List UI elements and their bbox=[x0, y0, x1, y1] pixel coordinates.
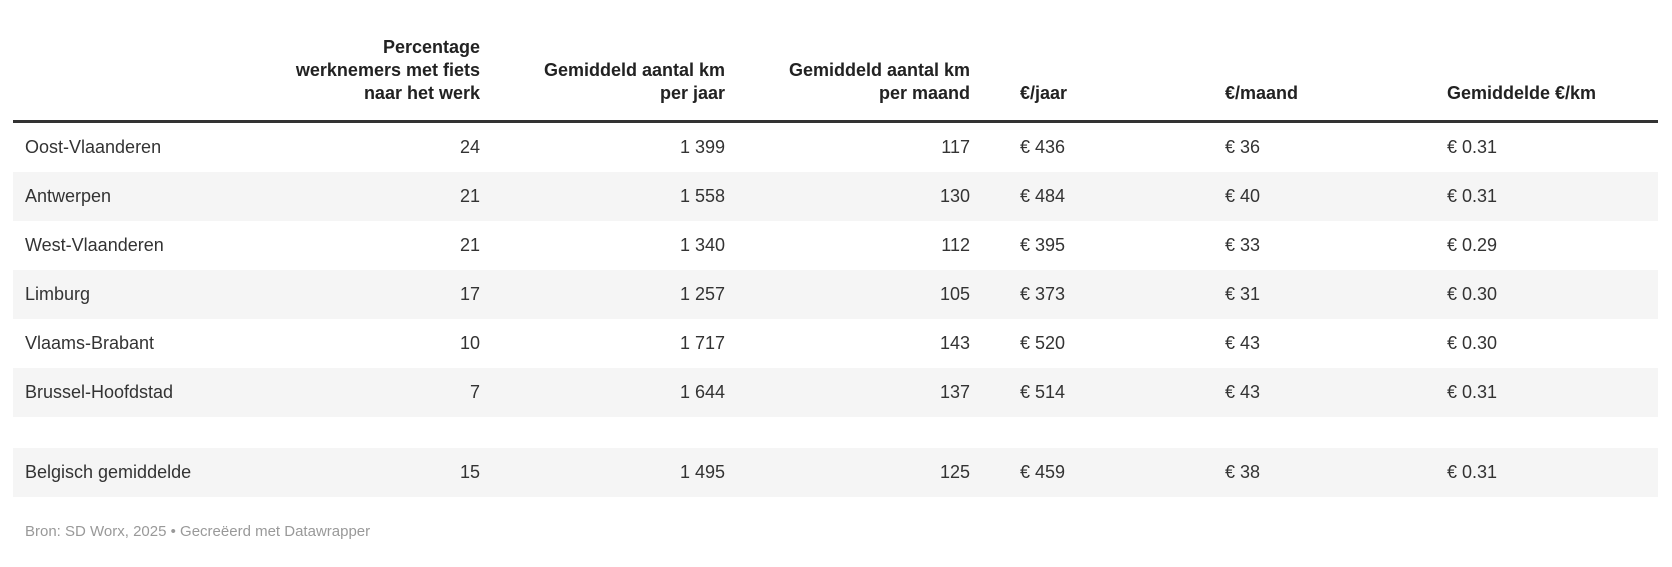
value-cell: € 520 bbox=[1020, 333, 1066, 353]
column-header-euro-per-maand: €/maand bbox=[1215, 0, 1437, 123]
spacer-row bbox=[13, 417, 1658, 448]
table-row: Antwerpen 21 1 558 130 € 484 € 40 € 0.31 bbox=[13, 172, 1658, 221]
row-label-cell: Belgisch gemiddelde bbox=[25, 462, 192, 482]
column-header-km-per-jaar: Gemiddeld aantal km per jaar bbox=[490, 0, 735, 123]
value-cell: € 395 bbox=[1020, 235, 1066, 255]
table-header: Percentage werknemers met fiets naar het… bbox=[13, 0, 1658, 123]
row-label-cell: Oost-Vlaanderen bbox=[25, 137, 162, 157]
value-cell: € 40 bbox=[1225, 186, 1261, 206]
value-cell bbox=[263, 417, 490, 448]
column-header-region bbox=[13, 0, 263, 123]
table-row: Limburg 17 1 257 105 € 373 € 31 € 0.30 bbox=[13, 270, 1658, 319]
table-row: Brussel-Hoofdstad 7 1 644 137 € 514 € 43 € 0.3… bbox=[13, 368, 1658, 417]
row-label-cell bbox=[13, 417, 263, 448]
datawrapper-credit-link[interactable]: Gecreëerd met Datawrapper bbox=[180, 523, 371, 540]
value-cell bbox=[1437, 417, 1658, 448]
column-header-euro-per-jaar: €/jaar bbox=[980, 0, 1215, 123]
value-cell: 7 bbox=[469, 382, 480, 402]
value-cell: € 459 bbox=[1020, 462, 1066, 482]
header-row: Percentage werknemers met fiets naar het… bbox=[13, 0, 1658, 123]
value-cell: 112 bbox=[941, 235, 970, 255]
row-label-cell: Brussel-Hoofdstad bbox=[25, 382, 174, 402]
statistics-table: Percentage werknemers met fiets naar het… bbox=[13, 0, 1658, 497]
table-row: Oost-Vlaanderen 24 1 399 117 € 436 € 36 € 0.31 bbox=[13, 122, 1658, 173]
value-cell bbox=[980, 417, 1215, 448]
value-cell bbox=[490, 417, 735, 448]
column-header-gemiddelde-euro-per-km: Gemiddelde €/km bbox=[1437, 0, 1658, 123]
column-header-percentage-fiets: Percentage werknemers met fiets naar het… bbox=[263, 0, 490, 123]
row-label-cell: Vlaams-Brabant bbox=[25, 333, 155, 353]
value-cell: 117 bbox=[941, 137, 970, 157]
value-cell: € 0.31 bbox=[1447, 382, 1498, 402]
value-cell: € 373 bbox=[1020, 284, 1066, 304]
value-cell: € 514 bbox=[1020, 382, 1066, 402]
value-cell: 125 bbox=[939, 462, 970, 482]
row-label-cell: Antwerpen bbox=[25, 186, 112, 206]
value-cell: € 38 bbox=[1225, 462, 1261, 482]
value-cell: 1 644 bbox=[679, 382, 725, 402]
value-cell: € 31 bbox=[1225, 284, 1261, 304]
row-label-cell: West-Vlaanderen bbox=[25, 235, 164, 255]
value-cell: 1 399 bbox=[679, 137, 725, 157]
value-cell: 137 bbox=[939, 382, 970, 402]
value-cell: € 436 bbox=[1020, 137, 1066, 157]
value-cell: 130 bbox=[939, 186, 970, 206]
value-cell: 15 bbox=[459, 462, 480, 482]
value-cell: € 0.31 bbox=[1447, 462, 1498, 482]
value-cell: € 484 bbox=[1020, 186, 1066, 206]
value-cell: 1 558 bbox=[679, 186, 725, 206]
table-row: Belgisch gemiddelde 15 1 495 125 € 459 € 38 € … bbox=[13, 448, 1658, 497]
footer: Bron: SD Worx, 2025 • Gecreëerd met Data… bbox=[25, 523, 1672, 540]
value-cell: 17 bbox=[459, 284, 480, 304]
value-cell bbox=[735, 417, 980, 448]
value-cell: € 43 bbox=[1225, 333, 1261, 353]
value-cell: € 36 bbox=[1225, 137, 1261, 157]
value-cell: 10 bbox=[459, 333, 480, 353]
value-cell: € 0.30 bbox=[1447, 333, 1498, 353]
source-note: Bron: SD Worx, 2025 bbox=[25, 523, 167, 540]
table-row: West-Vlaanderen 21 1 340 112 € 395 € 33 € 0.29 bbox=[13, 221, 1658, 270]
value-cell: 1 257 bbox=[679, 284, 725, 304]
value-cell: 1 717 bbox=[679, 333, 725, 353]
row-label-cell: Limburg bbox=[25, 284, 91, 304]
value-cell: € 33 bbox=[1225, 235, 1261, 255]
value-cell: 21 bbox=[459, 235, 480, 255]
footer-separator: • bbox=[166, 523, 181, 540]
value-cell: 24 bbox=[459, 137, 480, 157]
column-header-km-per-maand: Gemiddeld aantal km per maand bbox=[735, 0, 980, 123]
value-cell: € 0.31 bbox=[1447, 137, 1498, 157]
value-cell: € 0.30 bbox=[1447, 284, 1498, 304]
value-cell: 1 340 bbox=[679, 235, 725, 255]
value-cell: 1 495 bbox=[679, 462, 725, 482]
value-cell: € 43 bbox=[1225, 382, 1261, 402]
value-cell: 21 bbox=[459, 186, 480, 206]
value-cell: € 0.29 bbox=[1447, 235, 1498, 255]
value-cell: € 0.31 bbox=[1447, 186, 1498, 206]
value-cell bbox=[1215, 417, 1437, 448]
value-cell: 143 bbox=[939, 333, 970, 353]
value-cell: 105 bbox=[939, 284, 970, 304]
table-body: Oost-Vlaanderen 24 1 399 117 € 436 € 36 € 0.31… bbox=[13, 122, 1658, 497]
table-row: Vlaams-Brabant 10 1 717 143 € 520 € 43 € 0.30 bbox=[13, 319, 1658, 368]
